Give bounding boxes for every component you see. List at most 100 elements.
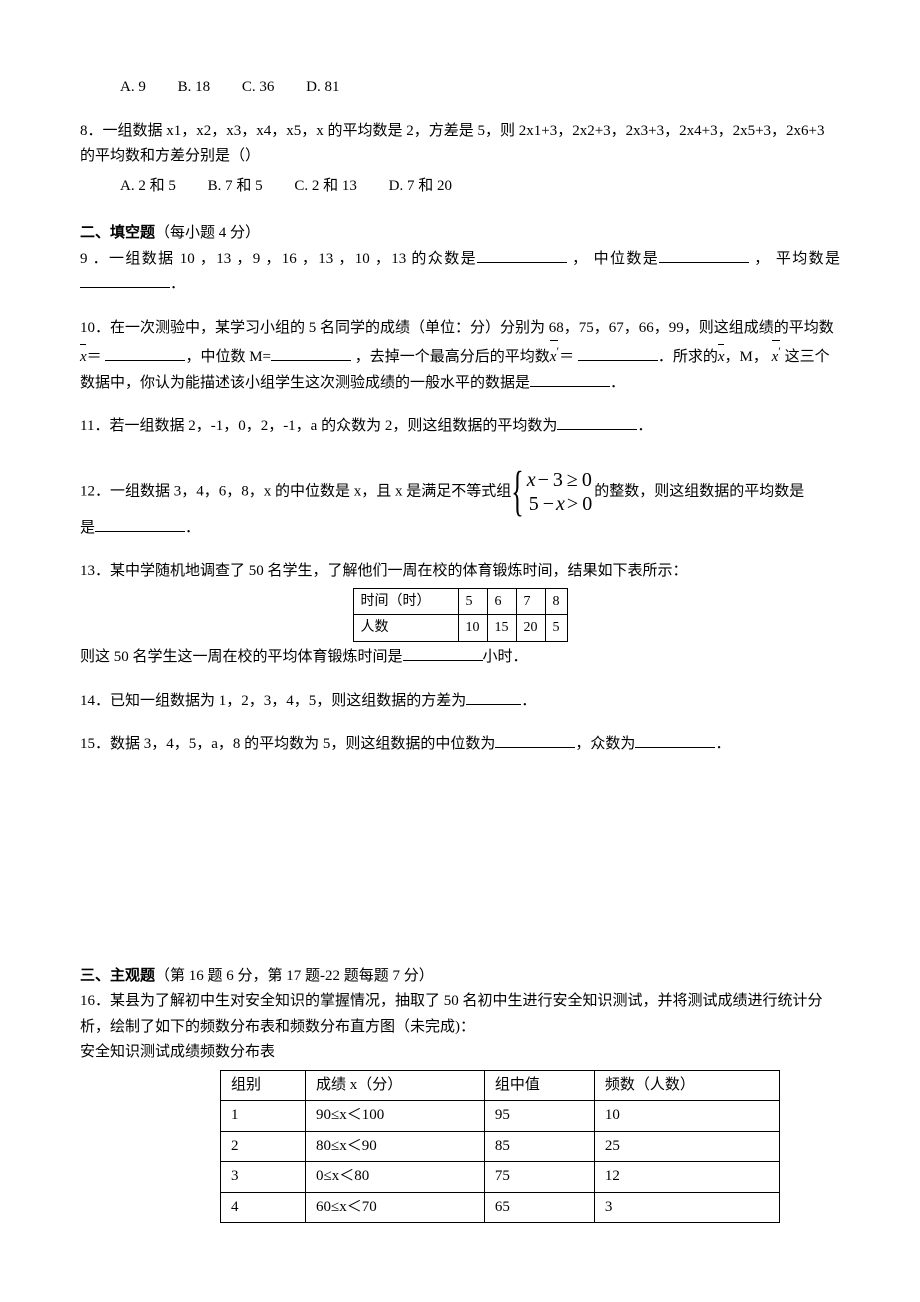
q9-blank-median[interactable]	[659, 247, 749, 263]
q15-blank-median[interactable]	[495, 732, 575, 748]
q12-t1: 12．一组数据 3，4，6，8，x 的中位数是 x，且 x 是满足不等式组	[80, 483, 511, 499]
q8-choice-d: D. 7 和 20	[389, 174, 452, 200]
q10-t3: ，去掉一个最高分后的平均数	[351, 349, 550, 365]
q13-r2: 15	[487, 615, 516, 642]
q7-choice-b: B. 18	[178, 75, 211, 101]
r2c3: 25	[594, 1131, 779, 1162]
q15: 15．数据 3，4，5，a，8 的平均数为 5，则这组数据的中位数为，众数为．	[80, 732, 840, 758]
r4c2: 65	[484, 1192, 594, 1223]
section-2-heading: 二、填空题（每小题 4 分）	[80, 221, 840, 247]
q9-blank-mean[interactable]	[80, 272, 170, 288]
q14-t2: ．	[521, 693, 536, 709]
q13-h4: 8	[545, 588, 567, 615]
section-2-note: （每小题 4 分）	[155, 225, 260, 241]
r3c1: 0≤x＜80	[306, 1162, 485, 1193]
q7-choices: A. 9 B. 18 C. 36 D. 81	[80, 75, 840, 101]
r3c0: 3	[221, 1162, 306, 1193]
ineq-row-2: 5−x>0	[527, 492, 594, 516]
c1: 成绩 x（分）	[306, 1070, 485, 1101]
r3c3: 12	[594, 1162, 779, 1193]
q10-blank-median[interactable]	[271, 345, 351, 361]
q13-tail: 则这 50 名学生这一周在校的平均体育锻炼时间是小时．	[80, 645, 840, 671]
q14-t1: 14．已知一组数据为 1，2，3，4，5，则这组数据的方差为	[80, 693, 466, 709]
q12-t2: 的整数，则这组数据的平均数是	[594, 483, 804, 499]
q13-blank[interactable]	[403, 645, 483, 661]
q10-blank-best[interactable]	[530, 371, 610, 387]
r4c1: 60≤x＜70	[306, 1192, 485, 1223]
q7-choice-a: A. 9	[120, 75, 146, 101]
q9-blank-mode[interactable]	[477, 247, 567, 263]
c0: 组别	[221, 1070, 306, 1101]
r1e: 0	[582, 469, 592, 491]
q16-stem: 16．某县为了解初中生对安全知识的掌握情况，抽取了 50 名初中生进行安全知识测…	[80, 989, 840, 1040]
r3c2: 75	[484, 1162, 594, 1193]
q13-table: 时间（时） 5 6 7 8 人数 10 15 20 5	[353, 588, 568, 643]
r1c1: 90≤x＜100	[306, 1101, 485, 1132]
r1c3: 10	[594, 1101, 779, 1132]
q10-t1b: ＝	[87, 349, 106, 365]
q12: 12．一组数据 3，4，6，8，x 的中位数是 x，且 x 是满足不等式组{ x…	[80, 468, 840, 542]
q8-choice-a: A. 2 和 5	[120, 174, 176, 200]
q13-r4: 5	[545, 615, 567, 642]
r2b: −	[543, 493, 554, 515]
section-3-note: （第 16 题 6 分，第 17 题-22 题每题 7 分）	[155, 968, 434, 984]
xbarprime-icon-2: x′	[772, 341, 781, 371]
q15-t2: ，众数为	[575, 736, 635, 752]
q10-t7: ．	[610, 375, 625, 391]
q13-h1: 5	[458, 588, 487, 615]
c3: 频数（人数）	[594, 1070, 779, 1101]
q12-t3: ．	[185, 520, 200, 536]
r4c0: 4	[221, 1192, 306, 1223]
left-brace-icon: {	[511, 464, 523, 519]
q10-t5: ，M，	[725, 349, 768, 365]
q9-t2: ， 中位数是	[567, 251, 659, 267]
q12-blank[interactable]	[95, 516, 185, 532]
q10: 10．在一次测验中，某学习小组的 5 名同学的成绩（单位：分）分别为 68，75…	[80, 316, 840, 397]
r1b: −	[538, 469, 549, 491]
xbar-icon: x	[80, 345, 87, 371]
q15-t1: 15．数据 3，4，5，a，8 的平均数为 5，则这组数据的中位数为	[80, 736, 495, 752]
r2e: 0	[582, 493, 592, 515]
table-row: 人数 10 15 20 5	[353, 615, 567, 642]
q11-t1: 11．若一组数据 2，-1，0，2，-1，a 的众数为 2，则这组数据的平均数为	[80, 418, 557, 434]
q11: 11．若一组数据 2，-1，0，2，-1，a 的众数为 2，则这组数据的平均数为…	[80, 414, 840, 440]
q13-h2: 6	[487, 588, 516, 615]
q8-stem: 8．一组数据 x1，x2，x3，x4，x5，x 的平均数是 2，方差是 5，则 …	[80, 119, 840, 170]
q13-r3: 20	[516, 615, 545, 642]
section-3-heading: 三、主观题（第 16 题 6 分，第 17 题-22 题每题 7 分）	[80, 964, 840, 990]
section-3-title: 三、主观题	[80, 968, 155, 984]
q13-t2b: 小时．	[483, 649, 528, 665]
r1c0: 1	[221, 1101, 306, 1132]
r2d: >	[567, 493, 578, 515]
xbarprime-icon: x′	[550, 341, 559, 371]
q16-caption: 安全知识测试成绩频数分布表	[80, 1040, 840, 1066]
table-row: 3 0≤x＜80 75 12	[221, 1162, 780, 1193]
ineq-row-1: x−3≥0	[527, 468, 594, 492]
q10-blank-trimmean[interactable]	[578, 345, 658, 361]
q7-choice-d: D. 81	[306, 75, 339, 101]
q13-h0: 时间（时）	[353, 588, 458, 615]
q9-t3: ， 平均数是	[749, 251, 840, 267]
q9: 9 ．一组数据 10 ，13 ，9 ，16 ，13 ，10 ，13 的众数是 ，…	[80, 247, 840, 298]
q10-t2: ，中位数 M=	[185, 349, 271, 365]
section-2-title: 二、填空题	[80, 225, 155, 241]
q13-r1: 10	[458, 615, 487, 642]
q9-t1: 9 ．一组数据 10 ，13 ，9 ，16 ，13 ，10 ，13 的众数是	[80, 251, 477, 267]
q10-t1: 10．在一次测验中，某学习小组的 5 名同学的成绩（单位：分）分别为 68，75…	[80, 320, 834, 336]
q13-r0: 人数	[353, 615, 458, 642]
q10-t4: ．所求的	[658, 349, 718, 365]
q8-choice-c: C. 2 和 13	[294, 174, 357, 200]
table-row: 2 80≤x＜90 85 25	[221, 1131, 780, 1162]
q9-t4: ．	[170, 276, 185, 292]
r4c3: 3	[594, 1192, 779, 1223]
q14-blank[interactable]	[466, 689, 521, 705]
q8-choices: A. 2 和 5 B. 7 和 5 C. 2 和 13 D. 7 和 20	[80, 174, 840, 200]
q13-h3: 7	[516, 588, 545, 615]
q10-t3b: ＝	[559, 349, 578, 365]
q10-blank-mean[interactable]	[105, 345, 185, 361]
q15-blank-mode[interactable]	[635, 732, 715, 748]
c2: 组中值	[484, 1070, 594, 1101]
table-row: 1 90≤x＜100 95 10	[221, 1101, 780, 1132]
q11-blank[interactable]	[557, 414, 637, 430]
q11-t2: ．	[637, 418, 652, 434]
